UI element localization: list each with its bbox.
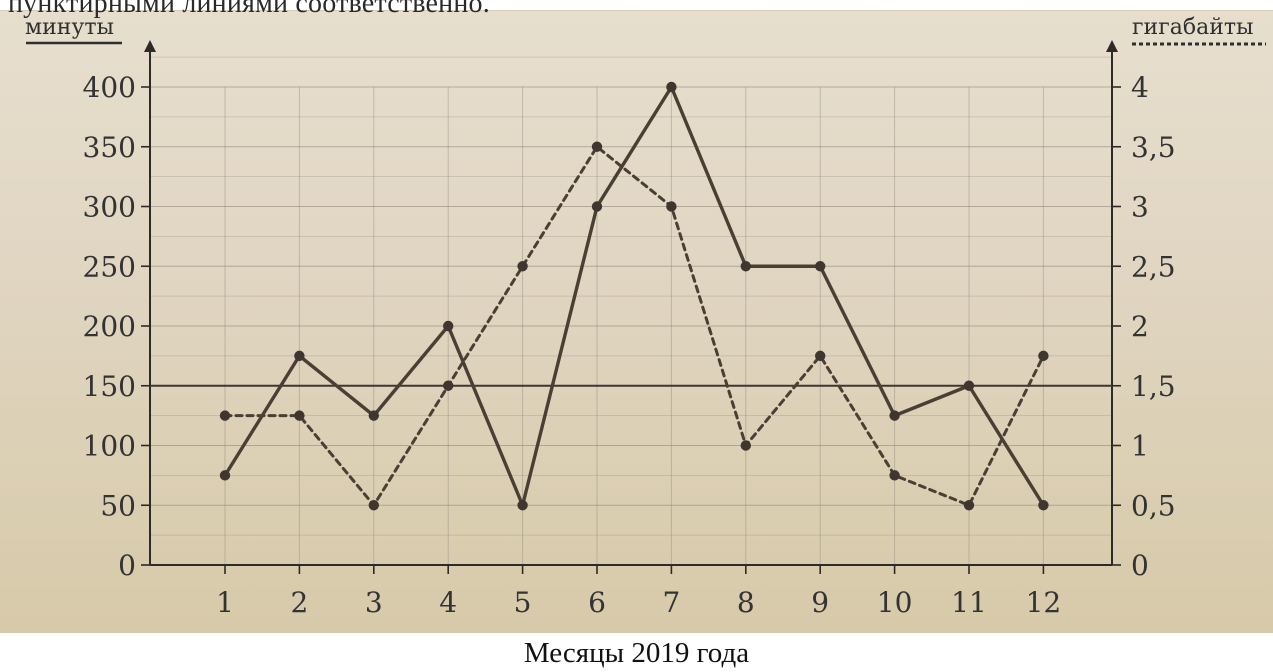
solid-series-point	[443, 320, 454, 332]
right-y-axis-arrow	[1106, 40, 1118, 52]
left-y-axis-arrow	[144, 40, 156, 52]
solid-series-point	[815, 261, 826, 272]
right-tick-label: 2,5	[1131, 250, 1176, 283]
right-tick-label: 0,5	[1131, 489, 1176, 522]
solid-series-point	[963, 380, 975, 391]
right-tick-label: 2	[1131, 310, 1149, 343]
solid-series-point	[219, 470, 231, 481]
caption-bar: Месяцы 2019 года	[0, 633, 1273, 672]
right-axis-label: гигабайты	[1132, 15, 1254, 40]
left-axis-label: минуты	[25, 15, 114, 40]
x-tick-label: 3	[365, 586, 383, 619]
solid-series-point	[517, 500, 528, 511]
right-tick-label: 1	[1131, 430, 1149, 463]
left-tick-label: 0	[118, 549, 136, 582]
dotted-series-point	[815, 350, 826, 362]
x-tick-label: 10	[877, 586, 913, 619]
right-tick-label: 4	[1131, 71, 1149, 104]
dotted-series-point	[963, 500, 975, 511]
left-tick-label: 200	[83, 310, 136, 343]
solid-series-point	[740, 261, 751, 272]
dotted-series-point	[219, 410, 231, 421]
x-tick-label: 2	[290, 586, 308, 619]
dotted-series-point	[294, 410, 305, 421]
x-tick-label: 9	[811, 586, 829, 619]
solid-series-point	[591, 201, 603, 212]
x-tick-label: 7	[662, 586, 680, 619]
minutes-gigabytes-line-chart: 0 50 100 150 200 250 300 350 400 0 0,5 1 1,5 2 2,5 3 3,5…	[25, 15, 1266, 619]
x-tick-label: 4	[439, 586, 457, 619]
top-text-strip: пунктирными линиями соответственно.	[0, 0, 1273, 19]
dotted-series-point	[368, 500, 379, 511]
solid-series-point	[889, 410, 900, 421]
solid-series-line	[223, 85, 1046, 507]
right-tick-label: 3	[1131, 191, 1149, 224]
dotted-series-point	[1038, 350, 1049, 362]
dotted-series-point	[740, 440, 751, 451]
chart-labels: 0 50 100 150 200 250 300 350 400 0 0,5 1 1,5 2 2,5 3 3,5…	[25, 15, 1266, 619]
solid-series-point	[666, 81, 677, 93]
left-tick-label: 100	[83, 430, 136, 463]
month-caption: Месяцы 2019 года	[523, 637, 750, 669]
right-tick-label: 0	[1131, 549, 1149, 582]
dotted-series-point	[889, 470, 900, 481]
chart-axes	[141, 40, 1121, 574]
x-tick-label: 5	[514, 586, 532, 619]
x-tick-label: 12	[1026, 586, 1062, 619]
left-tick-label: 300	[83, 191, 136, 224]
x-tick-label: 6	[588, 586, 606, 619]
chart-photo-background	[0, 0, 1273, 633]
header-snippet: пунктирными линиями соответственно.	[8, 0, 490, 19]
dotted-series-line	[223, 145, 1045, 507]
x-tick-label: 8	[737, 586, 755, 619]
solid-series-point	[368, 410, 379, 421]
x-tick-label: 11	[951, 586, 987, 619]
dotted-series-point	[517, 261, 528, 272]
left-tick-label: 350	[83, 131, 136, 164]
solid-series-point	[294, 350, 305, 362]
dotted-series-point	[591, 141, 603, 152]
chart-grid	[150, 56, 1112, 566]
left-tick-label: 250	[83, 250, 136, 283]
x-tick-label: 1	[216, 586, 234, 619]
left-tick-label: 400	[83, 71, 136, 104]
dotted-series-point	[666, 201, 677, 212]
right-tick-label: 3,5	[1131, 131, 1176, 164]
dotted-series-point	[443, 380, 454, 391]
left-tick-label: 150	[83, 370, 136, 403]
right-tick-label: 1,5	[1131, 370, 1176, 403]
left-tick-label: 50	[100, 489, 136, 522]
solid-series-point	[1038, 500, 1049, 511]
chart-series-layer	[219, 81, 1049, 511]
